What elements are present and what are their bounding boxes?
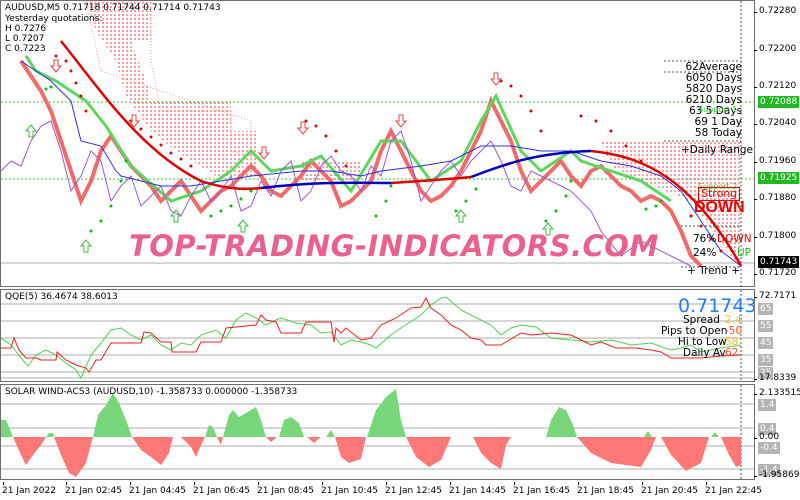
time-axis[interactable]: 21 Jan 2022 21 Jan 02:45 21 Jan 04:45 21…: [0, 482, 800, 500]
range-row-4: 63 5 Days: [689, 105, 742, 117]
range-average: 62Average: [685, 61, 742, 73]
yesterday-high: H 0.7276: [5, 24, 47, 34]
daily-av-label: Daily Av: [683, 347, 726, 359]
support-2-label: Support 2: [698, 182, 738, 191]
pct-down: 76%: [693, 233, 717, 245]
hi-low-value: 58: [725, 336, 739, 348]
solar-negative-bars: [13, 437, 741, 477]
solar-wind-canvas: [1, 385, 754, 479]
time-tick: 21 Jan 12:45: [385, 482, 442, 496]
support-1-label: Support 1: [698, 105, 738, 114]
support-2-price: 0.71925: [758, 172, 800, 184]
qqe-indicator-pane[interactable]: QQE(5) 36.4674 38.6013 0.71743 Spread 2.…: [0, 289, 755, 382]
support-1-price: 0.72088: [758, 96, 800, 108]
price-tick: 0.71800: [753, 231, 797, 241]
daily-av-value: 62: [725, 347, 739, 359]
sell-arrows: [49, 59, 503, 160]
range-row-1: 6050 Days: [685, 72, 742, 84]
time-tick: 21 Jan 02:45: [65, 482, 122, 496]
parabolic-sar-green: [44, 85, 663, 233]
price-tick: 0.72040: [753, 118, 797, 128]
time-tick: 21 Jan 04:45: [129, 482, 186, 496]
time-tick: 21 Jan 14:45: [449, 482, 506, 496]
solar-level: 0.4: [758, 423, 777, 435]
buy-arrows: [24, 124, 555, 253]
qqe-level: 55: [758, 320, 774, 332]
price-chart-canvas: [1, 1, 754, 286]
purple-oscillator-line: [1, 120, 692, 267]
ichimoku-cloud: [85, 1, 252, 157]
up-text: UP: [737, 247, 752, 259]
solar-axis[interactable]: 2.133515 1.4 0.4 0.00 -0.4 -1.4 -1.95869…: [753, 384, 800, 480]
symbol-info: AUDUSD,M5 0.71718 0.71744 0.71714 0.7174…: [5, 3, 221, 13]
yesterday-title: Yesterday quotations:: [5, 14, 103, 24]
pips-open-label: Pips to Open: [661, 325, 728, 337]
qqe-level: 25: [758, 367, 774, 379]
price-tick: 0.71960: [753, 156, 797, 166]
range-row-5: 69 1 Day: [694, 116, 742, 128]
price-tick: 0.72280: [753, 6, 797, 16]
blue-band-line: [20, 60, 742, 267]
time-tick: 21 Jan 16:45: [513, 482, 570, 496]
spread-value: 2.4: [725, 314, 742, 326]
down-signal: DOWN: [694, 199, 745, 216]
yesterday-low: L 0.7207: [5, 34, 45, 44]
pct-up: 24%: [693, 247, 717, 259]
qqe-level: 35: [758, 354, 774, 366]
price-tick: 0.72120: [753, 81, 797, 91]
solar-level-zero: 0.00: [753, 432, 780, 442]
qqe-canvas: [1, 290, 754, 381]
solar-wind-title: SOLAR WIND-ACS3 (AUDUSD,10) -1.358733 0.…: [5, 387, 298, 397]
time-tick: 21 Jan 18:45: [577, 482, 634, 496]
solar-axis-max: 2.133515: [754, 388, 800, 398]
trend-label: + Trend +: [687, 265, 741, 277]
current-price: 0.71743: [758, 256, 800, 268]
moving-average-blue: [260, 181, 392, 190]
range-row-3: 6210 Days: [685, 94, 742, 106]
time-tick: 21 Jan 06:45: [193, 482, 250, 496]
qqe-level: 65: [758, 303, 774, 315]
qqe-axis-max: 72.7171: [753, 291, 797, 301]
time-tick: 21 Jan 22:45: [705, 482, 762, 496]
solar-level: -0.4: [758, 442, 780, 454]
big-price: 0.71743: [678, 295, 755, 317]
watermark: TOP-TRADING-INDICATORS.COM: [129, 229, 659, 263]
moving-average-red: [60, 40, 262, 191]
main-price-chart[interactable]: AUDUSD,M5 0.71718 0.71744 0.71714 0.7174…: [0, 0, 755, 287]
time-tick: 21 Jan 20:45: [641, 482, 698, 496]
qqe-level: 45: [758, 337, 774, 349]
parabolic-sar-red: [54, 54, 723, 253]
solar-wind-pane[interactable]: SOLAR WIND-ACS3 (AUDUSD,10) -1.358733 0.…: [0, 384, 755, 480]
strong-label: Strong: [698, 187, 741, 201]
yesterday-close: C 0.7223: [5, 44, 46, 54]
price-axis[interactable]: 0.72280 0.72200 0.72120 0.72040 0.71960 …: [753, 0, 800, 287]
price-tick: 0.71720: [753, 268, 797, 278]
solar-level: -1.4: [758, 464, 780, 476]
time-tick: 21 Jan 10:45: [321, 482, 378, 496]
daily-range-label: +Daily Range+: [681, 144, 755, 156]
qqe-axis[interactable]: 72.7171 65 55 45 35 25 17.8339: [753, 289, 800, 383]
qqe-axis-min: 17.8339: [753, 373, 797, 383]
range-row-6: 58 Today: [694, 127, 742, 139]
spread-label: Spread: [683, 314, 720, 326]
time-tick: 21 Jan 2022: [2, 482, 56, 496]
time-tick: 21 Jan 08:45: [257, 482, 314, 496]
price-tick: 0.72200: [753, 44, 797, 54]
price-tick: 0.71880: [753, 193, 797, 203]
range-row-2: 5820 Days: [685, 83, 742, 95]
down-text: DOWN: [717, 233, 752, 245]
pips-open-value: -50: [725, 325, 743, 337]
range-panel: 62Average 6050 Days 5820 Days 6210 Days …: [686, 62, 742, 139]
solar-positive-bars: [1, 389, 719, 437]
qqe-title: QQE(5) 36.4674 38.6013: [5, 292, 118, 302]
hi-low-label: Hi to Low: [678, 336, 727, 348]
solar-level: 1.4: [758, 399, 777, 411]
solar-axis-min: -1.958695: [753, 470, 800, 480]
